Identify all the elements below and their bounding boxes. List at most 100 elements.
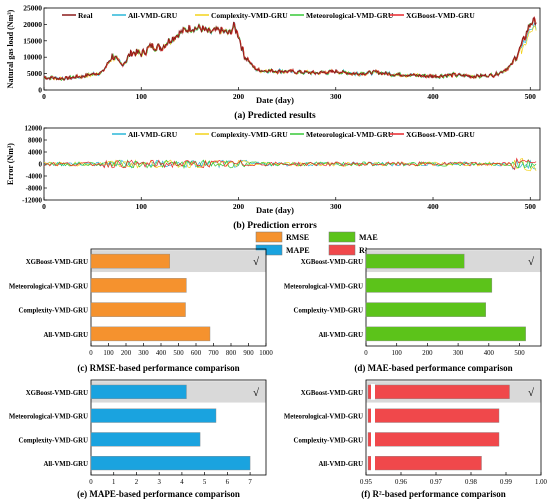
bar-c-2: [90, 302, 186, 317]
best-check-d: √: [528, 256, 535, 268]
legend-label-b: All-VMD-GRU: [128, 130, 178, 139]
x-tick-label-f: 0.99: [500, 479, 512, 486]
caption-f: (f) R²-based performance comparison: [361, 489, 505, 499]
bar-e-1: [90, 408, 217, 423]
bar-d-1: [365, 278, 493, 293]
x-axis-label-a: Date (day): [256, 95, 294, 105]
bar-e-3: [90, 456, 251, 471]
x-tick-label-f: 0.95: [360, 479, 372, 486]
series-line-real: [43, 16, 537, 81]
bar-e-2: [90, 432, 201, 447]
x-tick-label-b: 400: [427, 202, 439, 211]
x-tick-label-a: 500: [525, 92, 537, 101]
category-label-d: Meteorological-VMD-GRU: [284, 283, 363, 290]
category-label-f: XGBoost-VMD-GRU: [301, 390, 363, 397]
category-label-e: All-VMD-GRU: [43, 461, 88, 468]
x-tick-label-e: 1: [112, 479, 115, 486]
category-label-f: All-VMD-GRU: [318, 461, 363, 468]
category-label-c: XGBoost-VMD-GRU: [26, 259, 88, 266]
x-tick-label-d: 0: [364, 350, 368, 357]
bar-f-3: [367, 456, 482, 471]
bar-f-2: [367, 432, 500, 447]
legend-label-a: Complexity-VMD-GRU: [211, 11, 288, 20]
x-tick-label-b: 100: [136, 202, 148, 211]
y-tick-label-a: 10000: [23, 53, 42, 62]
x-tick-label-c: 800: [226, 350, 237, 357]
plot-frame-d: [365, 248, 542, 347]
x-tick-label-d: 100: [392, 350, 403, 357]
x-tick-label-a: 300: [330, 92, 342, 101]
x-tick-label-b: 300: [330, 202, 342, 211]
x-tick-label-e: 0: [89, 479, 93, 486]
bar-d-0: [365, 253, 465, 269]
best-check-c: √: [253, 256, 260, 268]
y-tick-label-a: 5000: [27, 69, 42, 78]
bar-f-0: [367, 384, 510, 399]
x-tick-label-d: 500: [514, 350, 525, 357]
x-tick-label-a: 0: [42, 92, 46, 101]
y-tick-label-b: 8000: [28, 137, 43, 145]
plot-frame-a: [43, 7, 541, 91]
category-label-c: Complexity-VMD-GRU: [19, 308, 89, 315]
x-tick-label-a: 100: [136, 92, 148, 101]
category-label-d: Complexity-VMD-GRU: [294, 308, 364, 315]
x-tick-label-e: 2: [135, 479, 139, 486]
legend-label-bar: R²: [359, 246, 368, 255]
legend-label-b: XGBoost-VMD-GRU: [406, 130, 475, 139]
x-tick-label-c: 600: [191, 350, 202, 357]
legend-label-bar: RMSE: [286, 233, 309, 242]
legend-label-b: Meteorological-VMD-GRU: [306, 130, 394, 139]
y-tick-label-a: 20000: [23, 20, 42, 29]
category-label-f: Complexity-VMD-GRU: [294, 437, 364, 444]
best-check-e: √: [253, 387, 260, 399]
x-tick-label-c: 500: [173, 350, 184, 357]
legend-label-bar: MAE: [359, 233, 378, 242]
series-line-complexity-vmd-gru: [43, 23, 537, 81]
legend-swatch-bar: [255, 244, 283, 256]
y-tick-label-b: 12000: [25, 125, 43, 133]
x-tick-label-c: 900: [243, 350, 254, 357]
bar-f-1: [367, 408, 500, 423]
x-tick-label-c: 300: [138, 350, 149, 357]
legend-label-bar: MAPE: [286, 246, 310, 255]
caption-d: (d) MAE-based performance comparison: [354, 363, 512, 373]
category-label-c: Meteorological-VMD-GRU: [9, 283, 88, 290]
y-tick-label-b: 0: [39, 161, 43, 169]
category-label-f: Meteorological-VMD-GRU: [284, 414, 363, 421]
legend-label-b: Complexity-VMD-GRU: [211, 130, 288, 139]
caption-c: (c) RMSE-based performance comparison: [77, 363, 239, 373]
legend-swatch-bar: [255, 231, 283, 243]
y-tick-label-a: 15000: [23, 36, 42, 45]
category-label-d: All-VMD-GRU: [318, 332, 363, 339]
x-tick-label-e: 5: [203, 479, 207, 486]
x-tick-label-c: 400: [156, 350, 167, 357]
legend-label-a: Meteorological-VMD-GRU: [306, 11, 394, 20]
x-tick-label-c: 1000: [259, 350, 273, 357]
x-tick-label-f: 0.98: [465, 479, 477, 486]
x-tick-label-a: 200: [233, 92, 245, 101]
caption-e: (e) MAPE-based performance comparison: [77, 489, 240, 499]
bar-e-0: [90, 384, 187, 399]
x-tick-label-c: 100: [103, 350, 114, 357]
x-tick-label-e: 7: [248, 479, 252, 486]
category-label-e: XGBoost-VMD-GRU: [26, 390, 88, 397]
y-tick-label-b: -4000: [26, 173, 43, 181]
category-label-d: XGBoost-VMD-GRU: [301, 259, 363, 266]
legend-label-a: All-VMD-GRU: [128, 11, 178, 20]
x-tick-label-e: 4: [180, 479, 184, 486]
y-axis-label-b: Error (Nm³): [6, 143, 15, 185]
y-tick-label-a: 0: [38, 86, 42, 95]
x-tick-label-d: 400: [484, 350, 495, 357]
axis-break-f: [371, 407, 375, 424]
x-tick-label-f: 0.96: [395, 479, 407, 486]
legend-label-a: XGBoost-VMD-GRU: [406, 11, 475, 20]
best-check-f: √: [528, 387, 535, 399]
bar-d-3: [365, 326, 526, 342]
y-tick-label-a: 25000: [23, 4, 42, 13]
y-tick-label-b: -12000: [22, 197, 42, 205]
x-tick-label-d: 300: [453, 350, 464, 357]
x-tick-label-e: 6: [226, 479, 230, 486]
legend-label-a: Real: [78, 11, 93, 20]
x-axis-label-b: Date (day): [256, 205, 294, 215]
